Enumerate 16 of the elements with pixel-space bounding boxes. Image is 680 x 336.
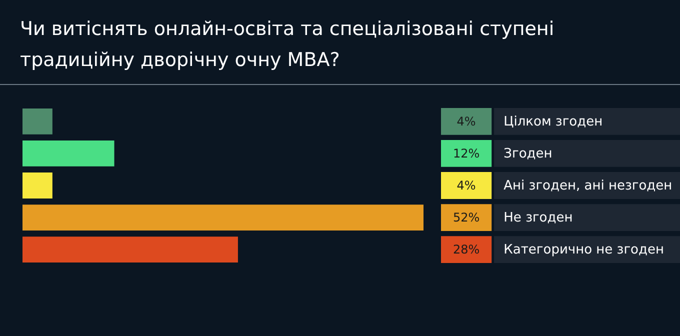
data-label: 12% (452, 146, 480, 160)
y-tick-label: Цілком згоден (504, 114, 603, 130)
bar (22, 236, 239, 264)
chart-title: Чи витіснять онлайн-освіта та спеціалізовані ступені традиційну дворічну очну MBA? (19, 17, 556, 73)
y-tick-label: Згоден (504, 146, 552, 162)
bar (22, 204, 424, 232)
data-label: 52% (452, 210, 480, 225)
bar (22, 172, 54, 200)
y-tick-label: Категорично не згоден (504, 242, 664, 258)
bar (22, 140, 116, 168)
y-tick-label: Ані згоден, ані незгоден (504, 178, 672, 194)
data-label: 4% (456, 114, 476, 128)
data-label: 4% (456, 178, 476, 192)
bar (22, 108, 54, 136)
data-label: 28% (452, 242, 480, 257)
y-tick-label: Не згоден (504, 210, 573, 226)
